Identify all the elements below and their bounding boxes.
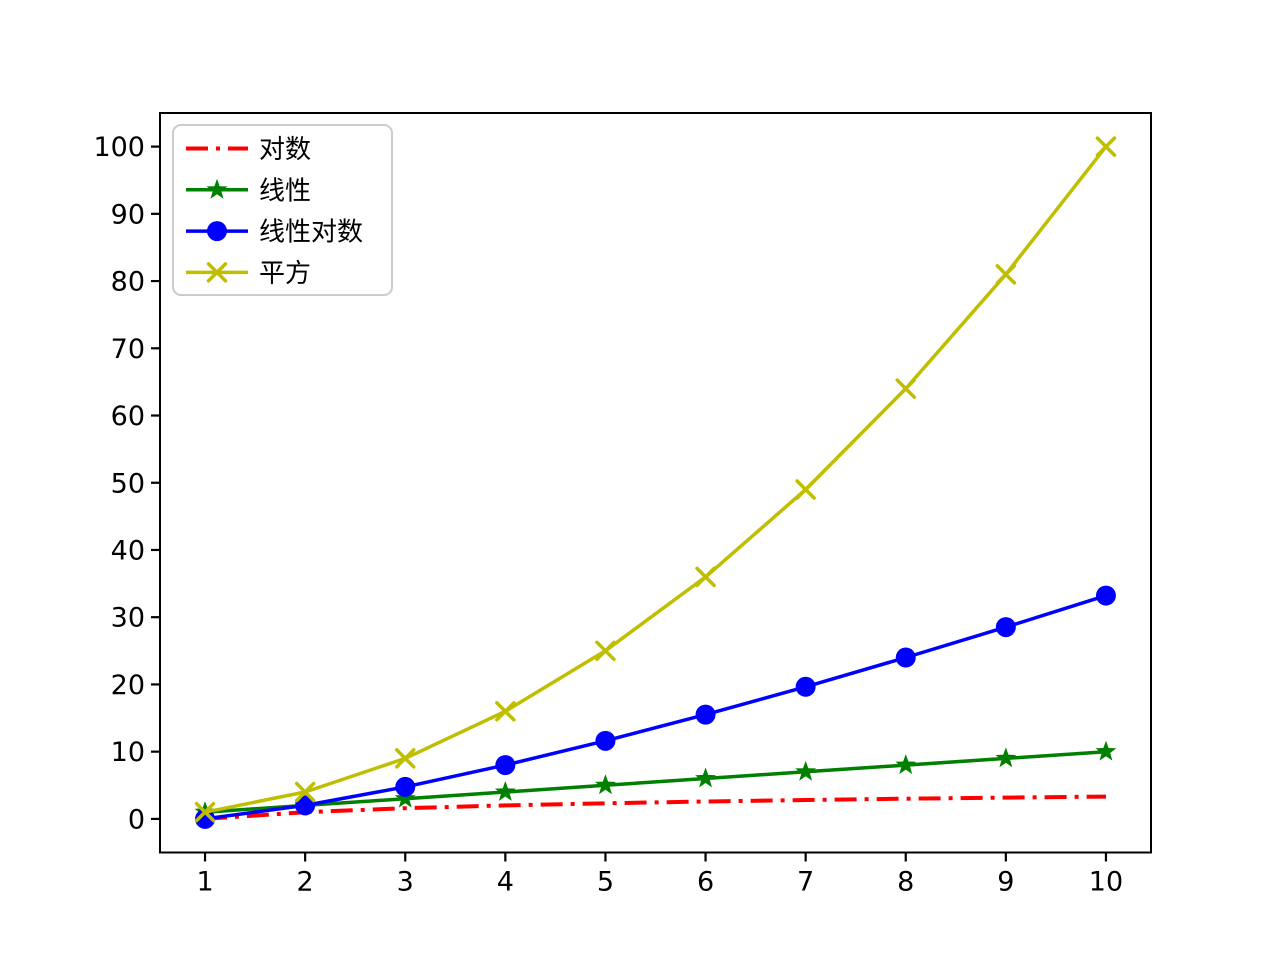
x-tick-label: 2	[297, 867, 314, 898]
series-square	[194, 136, 1117, 823]
x-tick-label: 1	[196, 867, 213, 898]
series-linearithmic	[195, 585, 1116, 829]
legend-label: 平方	[259, 259, 311, 289]
y-tick-label: 10	[111, 737, 145, 768]
y-tick-label: 100	[93, 132, 145, 163]
y-tick-label: 50	[111, 468, 145, 499]
x-tick-label: 8	[897, 867, 914, 898]
x-tick-label: 5	[597, 867, 614, 898]
y-tick-label: 70	[111, 334, 145, 365]
x-tick-label: 3	[397, 867, 414, 898]
legend-label: 线性对数	[259, 218, 363, 248]
series-line-linearithmic	[204, 593, 1107, 821]
legend-label: 线性	[259, 176, 311, 206]
legend-item-log: 对数	[186, 135, 311, 165]
y-axis: 0 10 20 30 40 50 60 70 80 90 100	[93, 132, 160, 835]
x-tick-label: 10	[1089, 867, 1123, 898]
legend-item-linearithmic: 线性对数	[186, 218, 363, 248]
series-line-linear	[204, 749, 1107, 814]
x-axis: 1 2 3 4 5 6 7 8 9 10	[196, 852, 1123, 898]
x-tick-label: 6	[697, 867, 714, 898]
series-line-log	[204, 794, 1107, 821]
y-tick-label: 80	[111, 267, 145, 298]
legend-item-square: 平方	[186, 259, 311, 289]
y-tick-label: 40	[111, 535, 145, 566]
series-line-square	[204, 145, 1108, 814]
y-tick-label: 60	[111, 401, 145, 432]
legend-item-linear: 线性	[186, 176, 311, 206]
y-tick-label: 0	[128, 804, 145, 835]
series-linear	[194, 740, 1117, 822]
x-tick-label: 7	[797, 867, 814, 898]
legend-label: 对数	[259, 135, 311, 165]
x-tick-label: 4	[497, 867, 514, 898]
y-tick-label: 20	[111, 670, 145, 701]
series-log	[204, 794, 1107, 821]
x-tick-label: 9	[997, 867, 1014, 898]
legend-box	[172, 124, 393, 296]
y-tick-label: 30	[111, 603, 145, 634]
y-tick-label: 90	[111, 199, 145, 230]
